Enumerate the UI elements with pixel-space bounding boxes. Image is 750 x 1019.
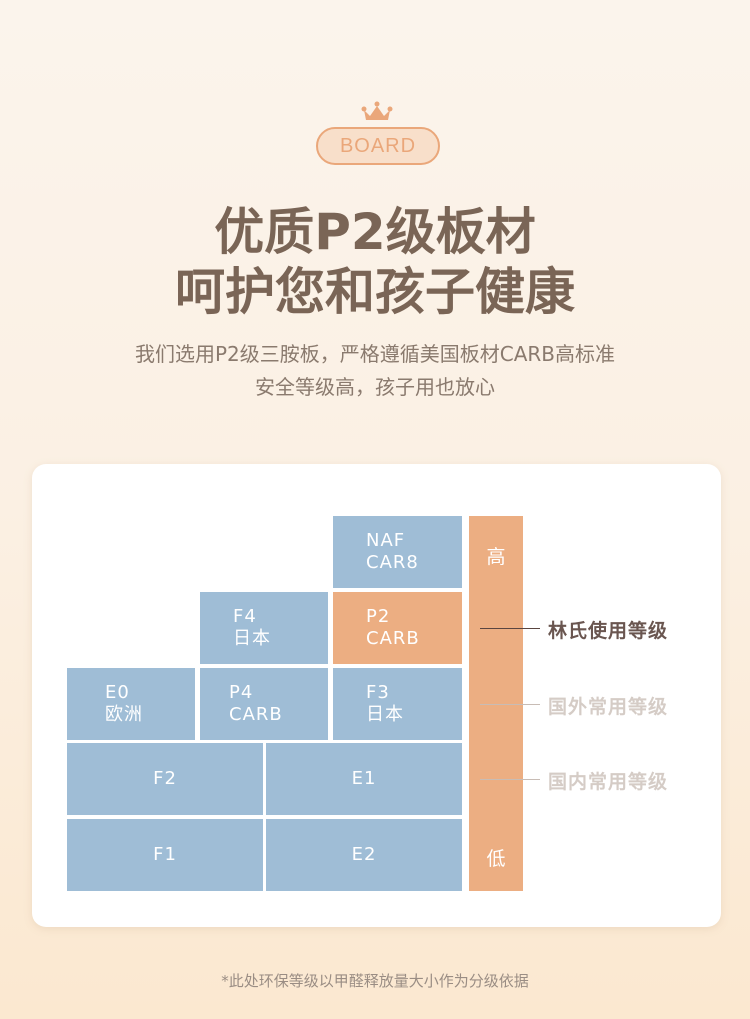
scale-high: 高: [486, 546, 506, 568]
grade-e0: E0 欧洲: [67, 668, 195, 740]
grade-name: F4: [233, 606, 257, 627]
grade-standard: CAR8: [366, 552, 419, 573]
grade-naf: NAF CAR8: [333, 516, 462, 588]
grade-p4: P4 CARB: [200, 668, 328, 740]
label-domestic-grade: 国内常用等级: [548, 771, 669, 793]
grade-standard: CARB: [229, 704, 283, 725]
scale-low: 低: [486, 848, 506, 870]
grade-name: P2: [366, 606, 391, 627]
grade-f1: F1: [67, 819, 263, 891]
grade-standard: CARB: [366, 628, 420, 649]
title-line-1: 优质P2级板材: [214, 203, 536, 261]
pointer-line-foreign: [480, 704, 540, 705]
label-lins-grade: 林氏使用等级: [548, 620, 669, 642]
pointer-line-domestic: [480, 779, 540, 780]
pointer-line-lins: [480, 628, 540, 629]
footnote: *此处环保等级以甲醛释放量大小作为分级依据: [221, 972, 529, 990]
grade-f2: F2: [67, 743, 263, 815]
crown-icon: [361, 101, 393, 120]
safety-scale-bar: 高 低: [469, 516, 523, 891]
grade-p2-highlight: P2 CARB: [333, 592, 462, 664]
grade-standard: 欧洲: [105, 704, 143, 725]
grade-standard: 日本: [366, 704, 404, 725]
grade-e2: E2: [266, 819, 462, 891]
grade-name: F3: [366, 682, 390, 703]
label-foreign-grade: 国外常用等级: [548, 696, 669, 718]
grade-e1: E1: [266, 743, 462, 815]
grade-name: P4: [229, 682, 254, 703]
grade-standard: 日本: [233, 628, 271, 649]
subtitle-line-1: 我们选用P2级三胺板，严格遵循美国板材CARB高标准: [134, 342, 616, 366]
grade-f3: F3 日本: [333, 668, 462, 740]
grade-name: NAF: [366, 530, 406, 551]
board-badge: BOARD: [316, 127, 440, 165]
grade-f4: F4 日本: [200, 592, 328, 664]
title-line-2: 呵护您和孩子健康: [175, 263, 575, 321]
subtitle-line-2: 安全等级高，孩子用也放心: [255, 375, 495, 399]
grade-name: E0: [105, 682, 130, 703]
